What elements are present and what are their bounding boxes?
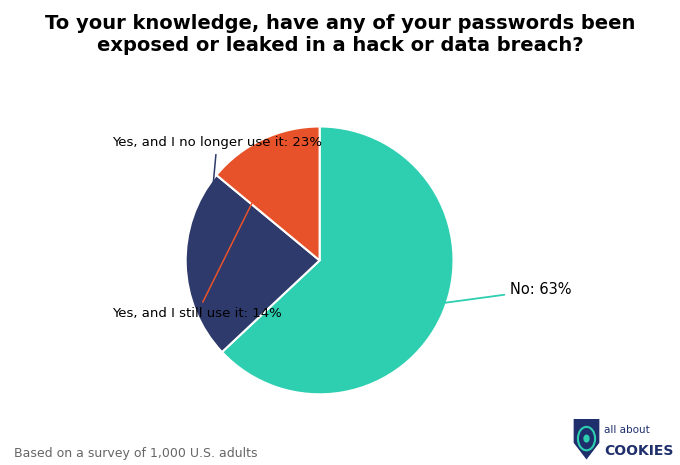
Wedge shape bbox=[222, 126, 454, 394]
Text: To your knowledge, have any of your passwords been
exposed or leaked in a hack o: To your knowledge, have any of your pass… bbox=[45, 14, 635, 55]
Polygon shape bbox=[574, 418, 599, 459]
Wedge shape bbox=[186, 175, 320, 352]
Text: all about: all about bbox=[604, 425, 649, 435]
Wedge shape bbox=[216, 126, 320, 260]
Text: COOKIES: COOKIES bbox=[604, 444, 673, 458]
Text: Based on a survey of 1,000 U.S. adults: Based on a survey of 1,000 U.S. adults bbox=[14, 447, 257, 460]
Circle shape bbox=[584, 435, 589, 442]
Text: Yes, and I no longer use it: 23%: Yes, and I no longer use it: 23% bbox=[112, 136, 322, 261]
Text: Yes, and I still use it: 14%: Yes, and I still use it: 14% bbox=[112, 164, 282, 320]
Text: No: 63%: No: 63% bbox=[427, 282, 571, 305]
